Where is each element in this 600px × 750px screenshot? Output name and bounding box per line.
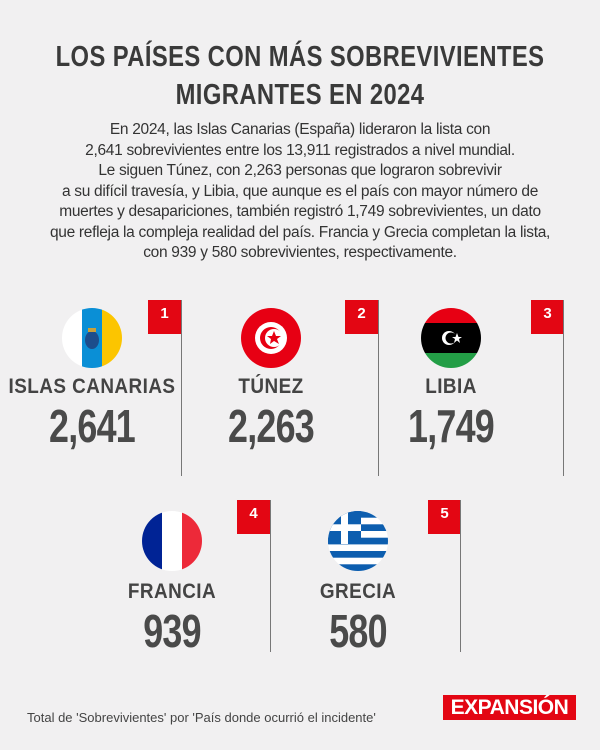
title-line: LOS PAÍSES CON MÁS SOBREVIVIENTES	[55, 41, 545, 73]
title-line: MIGRANTES EN 2024	[175, 79, 425, 111]
country-name: ISLAS CANARIAS	[8, 375, 176, 398]
description-line: En 2024, las Islas Canarias (España) lid…	[109, 121, 491, 138]
source-note: Total de 'Sobrevivientes' por 'País dond…	[27, 710, 376, 725]
description-line: a su difícil travesía, y Libia, que aunq…	[61, 182, 539, 200]
country-value: 2,641	[49, 400, 136, 452]
flag-pole	[460, 500, 461, 652]
country-name: LIBIA	[425, 375, 477, 398]
page-title: LOS PAÍSES CON MÁS SOBREVIVIENTES MIGRAN…	[54, 38, 546, 114]
description-line: Le siguen Túnez, con 2,263 personas que …	[98, 162, 502, 179]
greece-flag-icon	[328, 511, 388, 571]
rank-badge: 3	[531, 300, 564, 334]
canary-islands-flag-icon	[62, 308, 122, 368]
country-value: 2,263	[228, 400, 315, 452]
description-line: 2,641 sobrevivientes entre los 13,911 re…	[85, 141, 515, 159]
country-value: 1,749	[408, 400, 495, 452]
flag-pole	[378, 300, 379, 476]
tunisia-flag-icon	[241, 308, 301, 368]
country-name: TÚNEZ	[238, 375, 304, 398]
rank-badge: 5	[428, 500, 461, 534]
rank-badge: 2	[345, 300, 378, 334]
country-name: FRANCIA	[127, 580, 217, 603]
expansion-logo: EXPANSIÓN	[443, 695, 576, 720]
country-name: GRECIA	[319, 580, 397, 603]
france-flag-icon	[142, 511, 202, 571]
rank-badge: 1	[148, 300, 181, 334]
country-value: 580	[329, 605, 387, 657]
flag-pole	[563, 300, 564, 476]
libya-flag-icon	[421, 308, 481, 368]
rank-badge: 4	[237, 500, 270, 534]
country-value: 939	[143, 605, 201, 657]
description-line: con 939 y 580 sobrevivientes, respectiva…	[143, 244, 457, 261]
description-line: muertes y desapariciones, también regist…	[59, 203, 541, 220]
description: En 2024, las Islas Canarias (España) lid…	[5, 120, 595, 264]
flag-pole	[181, 300, 182, 476]
flag-pole	[270, 500, 271, 652]
description-line: que refleja la compleja realidad del paí…	[49, 223, 551, 241]
